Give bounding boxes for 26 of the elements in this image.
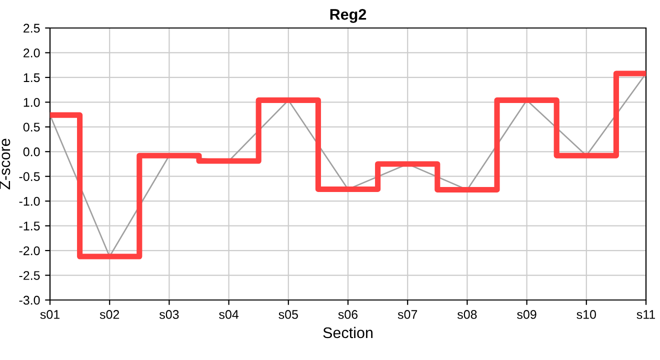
y-tick-label: -2.5 [19,271,40,280]
x-tick-label: s06 [338,310,358,319]
y-tick-label: 0.0 [23,147,40,156]
y-tick-label: -1.5 [19,222,40,230]
x-tick-label: s03 [159,310,179,319]
x-tick-label: s09 [517,310,536,319]
y-tick-label: -0.5 [19,172,40,182]
chart-title: Reg2 [330,9,366,23]
x-tick-label: s02 [100,310,120,319]
y-axis-title: Z-score [0,138,10,190]
x-tick-label: s10 [576,310,596,319]
x-tick-label: s08 [457,310,477,319]
y-tick-label: 1.0 [24,98,40,107]
y-tick-label: -2.0 [19,246,40,256]
x-tick-label: s11 [636,310,656,319]
x-tick-label: s05 [278,310,298,319]
y-tick-label: -1.0 [19,196,40,206]
x-tick-label: s07 [398,310,418,319]
y-tick-label: 2.5 [24,24,40,33]
x-tick-label: s04 [219,310,239,319]
y-tick-label: 0.5 [23,122,40,132]
y-tick-label: -3.0 [19,296,40,305]
y-tick-label: 1.5 [24,73,40,82]
y-tick-label: 2.0 [24,48,40,58]
x-axis-title: Section [323,326,372,338]
x-tick-label: s01 [40,310,60,319]
